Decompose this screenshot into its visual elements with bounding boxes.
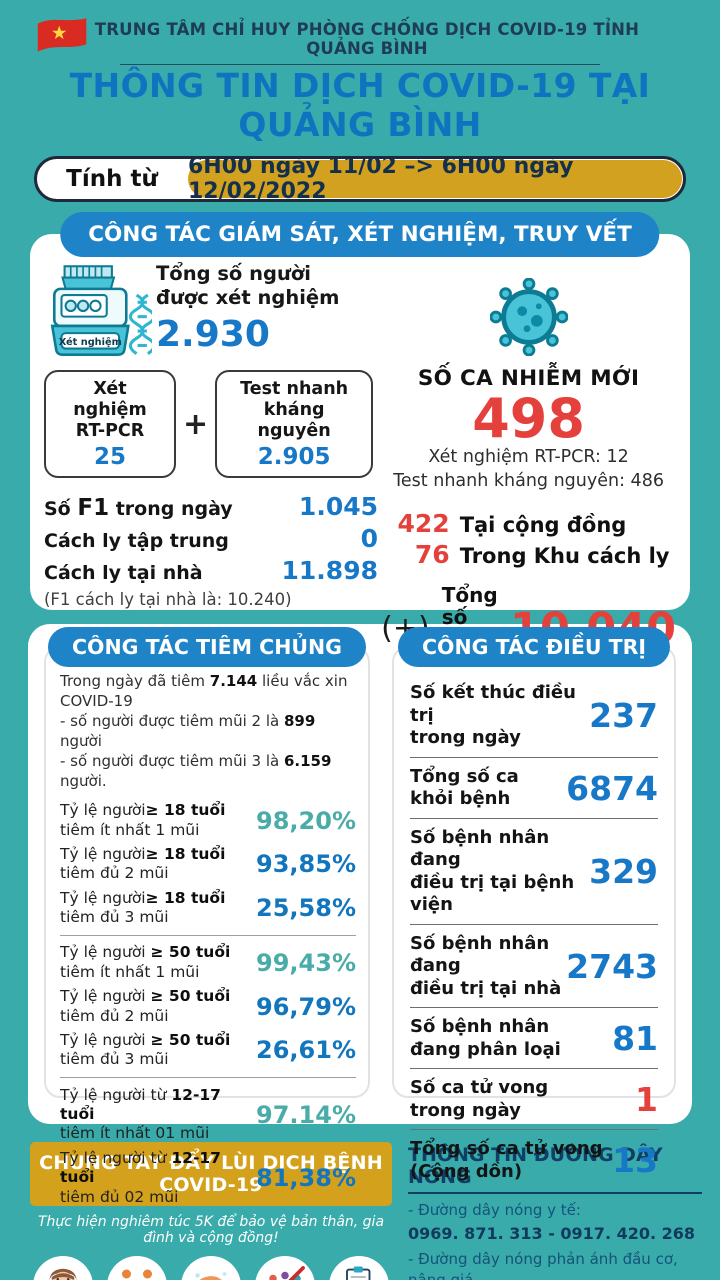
- testing-column: Xét nghiệm Tổng số người được xét nghiệm…: [44, 262, 381, 672]
- tested-value: 2.930: [156, 313, 270, 355]
- distance-icon: [122, 1269, 152, 1279]
- prevention-item-sanitize: Khử khuẩn: [178, 1256, 244, 1280]
- campaign-slogan: Thực hiện nghiêm túc 5K để bảo vệ bản th…: [37, 1214, 385, 1246]
- tested-label-line1: Tổng số người: [156, 262, 311, 285]
- hotline-block: THÔNG TIN ĐƯỜNG DÂY NÓNG - Đường dây nón…: [408, 1142, 702, 1280]
- vax-group-12-17: Tỷ lệ người từ 12-17 tuổi tiêm ít nhất 01…: [60, 1083, 356, 1214]
- period-value: 6H00 ngày 11/02 –> 6H00 ngày 12/02/2022: [188, 159, 682, 199]
- vax-group-50plus: Tỷ lệ người ≥ 50 tuổi tiêm ít nhất 1 mũi …: [60, 941, 356, 1079]
- treatment-row: Số bệnh nhân đang phân loại 81: [410, 1007, 658, 1068]
- prevention-item-no-gathering: Không tập trung: [252, 1256, 318, 1280]
- bottom-band: CHUNG TAY ĐẨY LÙI DỊCH BỆNH COVID-19 Thự…: [0, 1124, 720, 1280]
- virus-icon: [489, 277, 569, 357]
- header: TRUNG TÂM CHỈ HUY PHÒNG CHỐNG DỊCH COVID…: [0, 14, 720, 65]
- f1-note: (F1 cách ly tại nhà là: 10.240): [44, 590, 292, 609]
- prevention-icons-row: Khẩu trang Khoảng cách: [30, 1256, 392, 1280]
- surveillance-section-title: CÔNG TÁC GIÁM SÁT, XÉT NGHIỆM, TRUY VẾT: [60, 212, 660, 257]
- pcr-box-value: 25: [93, 444, 126, 470]
- campaign-banner: CHUNG TAY ĐẨY LÙI DỊCH BỆNH COVID-19: [30, 1142, 392, 1206]
- pcr-box-label1: Xét nghiệm: [73, 379, 147, 420]
- hotline-medical-phones: 0969. 871. 313 - 0917. 420. 268: [408, 1224, 696, 1243]
- f1-stats: Số F1 trong ngày 1.045 Cách ly tập trung…: [44, 492, 378, 609]
- new-cases-value: 498: [472, 387, 585, 450]
- f1-row: Số F1 trong ngày 1.045: [44, 492, 378, 521]
- quarantine-cases-row: 76 Trong Khu cách ly: [414, 540, 670, 570]
- f1-row: Cách ly tập trung 0: [44, 524, 378, 553]
- campaign-block: CHUNG TAY ĐẨY LÙI DỊCH BỆNH COVID-19 Thự…: [30, 1142, 392, 1280]
- treatment-row: Tổng số ca khỏi bệnh 6874: [410, 756, 658, 818]
- period-label: Tính từ: [66, 166, 158, 192]
- treatment-row: Số bệnh nhân đang điều trị tại nhà 2743: [410, 923, 658, 1008]
- prevention-item-mask: Khẩu trang: [30, 1256, 96, 1280]
- new-cases-title: SỐ CA NHIỄM MỚI: [417, 366, 640, 391]
- treatment-section-title: CÔNG TÁC ĐIỀU TRỊ: [397, 627, 671, 667]
- rapid-box-label1: Test nhanh: [240, 379, 349, 399]
- pcr-machine-icon: Xét nghiệm: [50, 265, 152, 356]
- vaccination-card: CÔNG TÁC TIÊM CHỦNG Trong ngày đã tiêm 7…: [44, 627, 370, 1206]
- hotline-medical-label: - Đường dây nóng y tế:: [408, 1201, 581, 1219]
- vax-row: Tỷ lệ người ≥ 50 tuổi tiêm đủ 2 mũi 96,79…: [60, 987, 356, 1025]
- vax-row: Tỷ lệ người ≥ 50 tuổi tiêm ít nhất 1 mũi …: [60, 943, 356, 981]
- face-mask-icon: [49, 1268, 77, 1280]
- new-cases-rapid: Test nhanh kháng nguyên: 486: [393, 470, 664, 491]
- vax-row: Tỷ lệ người≥ 18 tuổi tiêm đủ 3 mũi 25,58%: [60, 888, 356, 926]
- vax-row: Tỷ lệ người≥ 18 tuổi tiêm ít nhất 1 mũi 9…: [60, 801, 356, 839]
- machine-label: Xét nghiệm: [59, 336, 122, 348]
- treatment-row: Số kết thúc điều trị trong ngày 237: [410, 682, 658, 748]
- hotline-title: THÔNG TIN ĐƯỜNG DÂY NÓNG: [408, 1144, 702, 1194]
- no-gathering-icon: [269, 1266, 305, 1280]
- case-location-rows: 422 Tại cộng đồng 76 Trong Khu cách ly: [388, 507, 670, 571]
- treatment-row: Tổng số ca tử vong (Cộng dồn) 13: [410, 1129, 658, 1190]
- community-cases-row: 422 Tại cộng đồng: [397, 509, 627, 539]
- mid-container: CÔNG TÁC TIÊM CHỦNG Trong ngày đã tiêm 7…: [28, 624, 692, 1206]
- treatment-card: CÔNG TÁC ĐIỀU TRỊ Số kết thúc điều trị tr…: [392, 627, 676, 1182]
- new-cases-column: SỐ CA NHIỄM MỚI 498 Xét nghiệm RT-PCR: 1…: [381, 262, 676, 672]
- pcr-box: Xét nghiệm RT-PCR 25: [44, 370, 176, 478]
- pcr-box-label2: RT-PCR: [75, 421, 145, 441]
- period-bar: Tính từ 6H00 ngày 11/02 –> 6H00 ngày 12/…: [34, 156, 686, 202]
- vax-group-18plus: Tỷ lệ người≥ 18 tuổi tiêm ít nhất 1 mũi 9…: [60, 799, 356, 936]
- rapid-box-label2: kháng nguyên: [257, 400, 331, 441]
- rapid-box-value: 2.905: [257, 444, 331, 470]
- f1-row: Cách ly tại nhà 11.898: [44, 556, 378, 585]
- prevention-item-distance: Khoảng cách: [104, 1256, 170, 1280]
- treatment-row-deaths-today: Số ca tử vong trong ngày 1: [410, 1068, 658, 1129]
- hotline-price-label-1: - Đường dây nóng phản ánh đầu cơ, nâng g…: [408, 1250, 678, 1280]
- vietnam-flag-icon: [37, 18, 87, 52]
- vax-row: Tỷ lệ người từ 12-17 tuổi tiêm đủ 02 mũi …: [60, 1148, 356, 1206]
- vax-row: Tỷ lệ người≥ 18 tuổi tiêm đủ 2 mũi 93,85%: [60, 844, 356, 883]
- dna-helix-icon: [128, 293, 152, 355]
- vax-row: Tỷ lệ người ≥ 50 tuổi tiêm đủ 3 mũi 26,61…: [60, 1030, 356, 1069]
- new-cases-pcr: Xét nghiệm RT-PCR: 12: [428, 447, 629, 468]
- vax-row: Tỷ lệ người từ 12-17 tuổi tiêm ít nhất 01…: [60, 1085, 356, 1143]
- tested-label-line2: được xét nghiệm: [156, 285, 340, 309]
- health-declaration-icon: [346, 1266, 371, 1280]
- plus-sign: +: [183, 406, 209, 442]
- header-divider: [120, 64, 600, 65]
- surveillance-card: CÔNG TÁC GIÁM SÁT, XÉT NGHIỆM, TRUY VẾT: [30, 212, 690, 671]
- vaccination-section-title: CÔNG TÁC TIÊM CHỦNG: [47, 627, 367, 667]
- treatment-row: Số bệnh nhân đang điều trị tại bệnh viện …: [410, 817, 658, 924]
- rapid-test-box: Test nhanh kháng nguyên 2.905: [215, 370, 374, 478]
- org-title: TRUNG TÂM CHỈ HUY PHÒNG CHỐNG DỊCH COVID…: [94, 20, 640, 58]
- prevention-item-declaration: Khai báo y tế: [326, 1256, 392, 1280]
- page-title: THÔNG TIN DỊCH COVID-19 TẠI QUẢNG BÌNH: [69, 66, 651, 144]
- vaccination-intro: Trong ngày đã tiêm 7.144 liều vắc xin CO…: [60, 672, 348, 790]
- hand-washing-icon: [195, 1272, 227, 1280]
